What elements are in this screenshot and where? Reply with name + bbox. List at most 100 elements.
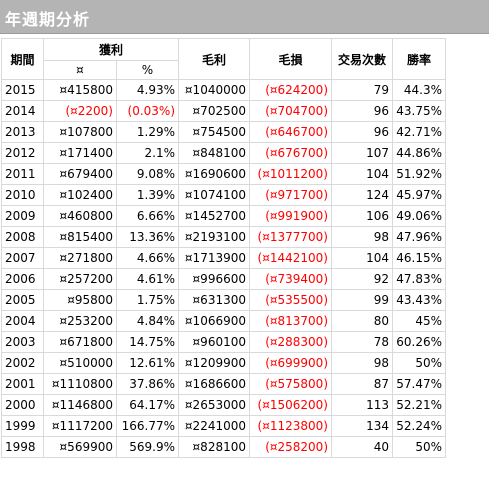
win-rate-cell: 42.71%	[392, 121, 446, 143]
year-cell: 2004	[1, 310, 44, 332]
gross-loss-cell: (¤1506200)	[249, 394, 332, 416]
percent-cell: 4.61%	[116, 268, 179, 290]
table-row: 1999 ¤1117200 166.77% ¤2241000 (¤1123800) 134…	[1, 415, 446, 437]
year-cell: 2006	[1, 268, 44, 290]
table-row: 2003 ¤671800 14.75% ¤960100 (¤288300) 78 60.26…	[1, 331, 446, 353]
table-row: 2007 ¤271800 4.66% ¤1713900 (¤1442100) 104 46.…	[1, 247, 446, 269]
trades-cell: 96	[331, 121, 393, 143]
year-cell: 1998	[1, 436, 44, 458]
table-row: 2012 ¤171400 2.1% ¤848100 (¤676700) 107 44.86%	[1, 142, 446, 164]
win-rate-cell: 50%	[392, 436, 446, 458]
gross-loss-cell: (¤971700)	[249, 184, 332, 206]
year-cell: 2008	[1, 226, 44, 248]
year-cell: 2007	[1, 247, 44, 269]
profit-cell: ¤1117200	[43, 415, 117, 437]
header-subrow: ¤ %	[2, 60, 446, 80]
win-rate-cell: 49.06%	[392, 205, 446, 227]
year-cell: 2014	[1, 100, 44, 122]
year-cell: 2010	[1, 184, 44, 206]
table-row: 2015 ¤415800 4.93% ¤1040000 (¤624200) 79 44.3%	[1, 79, 446, 101]
profit-cell: ¤569900	[43, 436, 117, 458]
gross-loss-cell: (¤1442100)	[249, 247, 332, 269]
table-row: 2005 ¤95800 1.75% ¤631300 (¤535500) 99 43.43%	[1, 289, 446, 311]
trades-cell: 107	[331, 142, 393, 164]
gross-profit-cell: ¤960100	[178, 331, 250, 353]
percent-cell: 6.66%	[116, 205, 179, 227]
header-row: 期間 獲利 毛利 毛損 交易次數 勝率	[1, 38, 446, 80]
gross-loss-cell: (¤1123800)	[249, 415, 332, 437]
gross-loss-cell: (¤739400)	[249, 268, 332, 290]
gross-loss-cell: (¤288300)	[249, 331, 332, 353]
year-cell: 2001	[1, 373, 44, 395]
col-header-gross-profit: 毛利	[178, 38, 250, 80]
profit-cell: ¤1146800	[43, 394, 117, 416]
trades-cell: 104	[331, 247, 393, 269]
gross-loss-cell: (¤813700)	[249, 310, 332, 332]
gross-loss-cell: (¤258200)	[249, 436, 332, 458]
profit-cell: ¤815400	[43, 226, 117, 248]
profit-cell: ¤679400	[43, 163, 117, 185]
trades-cell: 87	[331, 373, 393, 395]
win-rate-cell: 44.3%	[392, 79, 446, 101]
annual-period-table: 期間 獲利 毛利 毛損 交易次數 勝率 ¤ % 2015 ¤415800 4.93%…	[1, 38, 446, 458]
year-cell: 2012	[1, 142, 44, 164]
win-rate-cell: 43.75%	[392, 100, 446, 122]
year-cell: 1999	[1, 415, 44, 437]
col-header-gross-loss: 毛損	[249, 38, 332, 80]
win-rate-cell: 57.47%	[392, 373, 446, 395]
table-row: 2002 ¤510000 12.61% ¤1209900 (¤699900) 98 50%	[1, 352, 446, 374]
table-row: 2000 ¤1146800 64.17% ¤2653000 (¤1506200) 113 5…	[1, 394, 446, 416]
percent-cell: 1.75%	[116, 289, 179, 311]
table-row: 1998 ¤569900 569.9% ¤828100 (¤258200) 40 50%	[1, 436, 446, 458]
trades-cell: 98	[331, 226, 393, 248]
win-rate-cell: 50%	[392, 352, 446, 374]
trades-cell: 92	[331, 268, 393, 290]
gross-loss-cell: (¤704700)	[249, 100, 332, 122]
year-cell: 2009	[1, 205, 44, 227]
year-cell: 2011	[1, 163, 44, 185]
percent-cell: 9.08%	[116, 163, 179, 185]
table-row: 2006 ¤257200 4.61% ¤996600 (¤739400) 92 47.83%	[1, 268, 446, 290]
table-row: 2008 ¤815400 13.36% ¤2193100 (¤1377700) 98 47.…	[1, 226, 446, 248]
trades-cell: 106	[331, 205, 393, 227]
gross-loss-cell: (¤575800)	[249, 373, 332, 395]
table-row: 2010 ¤102400 1.39% ¤1074100 (¤971700) 124 45.9…	[1, 184, 446, 206]
table-row: 2013 ¤107800 1.29% ¤754500 (¤646700) 96 42.71%	[1, 121, 446, 143]
win-rate-cell: 43.43%	[392, 289, 446, 311]
page-title: 年週期分析	[5, 10, 91, 29]
table-row: 2011 ¤679400 9.08% ¤1690600 (¤1011200) 104 51.…	[1, 163, 446, 185]
col-header-trades: 交易次數	[331, 38, 393, 80]
win-rate-cell: 46.15%	[392, 247, 446, 269]
gross-profit-cell: ¤1074100	[178, 184, 250, 206]
trades-cell: 98	[331, 352, 393, 374]
profit-cell: ¤171400	[43, 142, 117, 164]
trades-cell: 113	[331, 394, 393, 416]
profit-cell: (¤2200)	[43, 100, 117, 122]
win-rate-cell: 47.83%	[392, 268, 446, 290]
profit-cell: ¤253200	[43, 310, 117, 332]
win-rate-cell: 52.24%	[392, 415, 446, 437]
trades-cell: 40	[331, 436, 393, 458]
percent-cell: (0.03%)	[116, 100, 179, 122]
gross-profit-cell: ¤848100	[178, 142, 250, 164]
percent-cell: 4.93%	[116, 79, 179, 101]
profit-cell: ¤415800	[43, 79, 117, 101]
percent-cell: 4.66%	[116, 247, 179, 269]
gross-loss-cell: (¤699900)	[249, 352, 332, 374]
win-rate-cell: 60.26%	[392, 331, 446, 353]
gross-profit-cell: ¤2241000	[178, 415, 250, 437]
profit-cell: ¤510000	[43, 352, 117, 374]
win-rate-cell: 45.97%	[392, 184, 446, 206]
percent-cell: 2.1%	[116, 142, 179, 164]
gross-profit-cell: ¤1209900	[178, 352, 250, 374]
gross-profit-cell: ¤754500	[178, 121, 250, 143]
gross-loss-cell: (¤1377700)	[249, 226, 332, 248]
gross-loss-cell: (¤535500)	[249, 289, 332, 311]
percent-cell: 64.17%	[116, 394, 179, 416]
year-cell: 2013	[1, 121, 44, 143]
trades-cell: 104	[331, 163, 393, 185]
win-rate-cell: 51.92%	[392, 163, 446, 185]
trades-cell: 134	[331, 415, 393, 437]
table-row: 2001 ¤1110800 37.86% ¤1686600 (¤575800) 87 57.…	[1, 373, 446, 395]
win-rate-cell: 45%	[392, 310, 446, 332]
